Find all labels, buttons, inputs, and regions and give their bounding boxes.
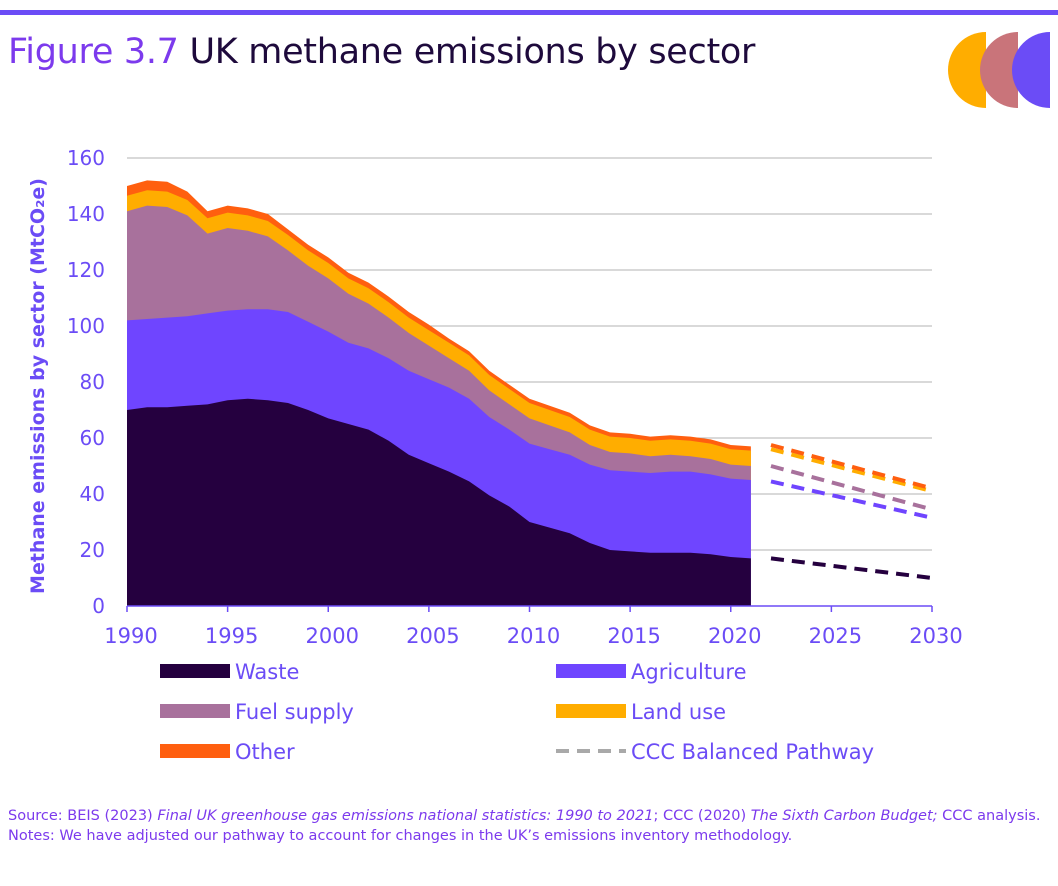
logo-half-circle-3 bbox=[1012, 32, 1050, 108]
y-tick-label-80: 80 bbox=[80, 370, 105, 394]
x-tick-label-2020: 2020 bbox=[708, 624, 761, 648]
source-prefix: Source: BEIS (2023) bbox=[8, 808, 158, 824]
legend-label-fuel_supply: Fuel supply bbox=[235, 700, 354, 724]
stacked-areas bbox=[127, 180, 751, 606]
notes-line: Notes: We have adjusted our pathway to a… bbox=[8, 828, 793, 844]
y-tick-label-100: 100 bbox=[67, 314, 105, 338]
x-tick-label-1995: 1995 bbox=[205, 624, 258, 648]
y-tick-label-120: 120 bbox=[67, 258, 105, 282]
logo-half-circle-1 bbox=[948, 32, 986, 108]
area-waste bbox=[127, 398, 751, 606]
legend-swatch-other bbox=[160, 744, 230, 758]
x-tick-label-2010: 2010 bbox=[507, 624, 560, 648]
y-tick-label-40: 40 bbox=[80, 482, 105, 506]
x-tick-label-2015: 2015 bbox=[607, 624, 660, 648]
source-suffix: CCC analysis. bbox=[937, 808, 1041, 824]
pathway-line-fuel_supply bbox=[770, 464, 933, 512]
legend-swatch-fuel_supply bbox=[160, 704, 230, 718]
legend-label-other: Other bbox=[235, 740, 295, 764]
ccc-pathway-lines bbox=[770, 443, 933, 580]
figure-title-text: UK methane emissions by sector bbox=[189, 32, 756, 72]
source-mid: ; CCC (2020) bbox=[653, 808, 751, 824]
legend-swatch-waste bbox=[160, 664, 230, 678]
source-ref-ccc: The Sixth Carbon Budget; bbox=[750, 808, 938, 824]
axes: 0 20 40 60 80 100 120 140 160 1990 1995 2000 2005 201… bbox=[67, 146, 963, 648]
x-tick-label-1990: 1990 bbox=[104, 624, 157, 648]
ccc-logo bbox=[948, 32, 1050, 108]
y-tick-label-60: 60 bbox=[80, 426, 105, 450]
y-tick-label-160: 160 bbox=[67, 146, 105, 170]
legend-swatch-land_use bbox=[556, 704, 626, 718]
source-line: Source: BEIS (2023) Final UK greenhouse … bbox=[8, 806, 1053, 826]
y-tick-label-140: 140 bbox=[67, 202, 105, 226]
logo-half-circle-2 bbox=[980, 32, 1018, 108]
pathway-line-land_use bbox=[770, 447, 933, 494]
legend-label-waste: Waste bbox=[235, 660, 299, 684]
legend-label-pathway: CCC Balanced Pathway bbox=[631, 740, 874, 764]
top-accent-bar bbox=[0, 10, 1058, 15]
y-tick-label-20: 20 bbox=[80, 538, 105, 562]
x-tick-label-2005: 2005 bbox=[406, 624, 459, 648]
figure-title: Figure 3.7 UK methane emissions by secto… bbox=[8, 32, 755, 72]
x-tick-label-2000: 2000 bbox=[306, 624, 359, 648]
legend-label-agriculture: Agriculture bbox=[631, 660, 747, 684]
figure-label: Figure 3.7 bbox=[8, 32, 179, 72]
legend-label-land_use: Land use bbox=[631, 700, 726, 724]
y-tick-label-0: 0 bbox=[92, 594, 105, 618]
legend: Waste Agriculture Fuel supply Land use Other… bbox=[160, 660, 874, 764]
methane-emissions-chart: 0 20 40 60 80 100 120 140 160 1990 1995 2000 2005 201… bbox=[27, 146, 963, 764]
legend-swatch-agriculture bbox=[556, 664, 626, 678]
x-tick-label-2025: 2025 bbox=[809, 624, 862, 648]
source-notes: Source: BEIS (2023) Final UK greenhouse … bbox=[8, 806, 1053, 846]
pathway-line-other bbox=[770, 443, 933, 491]
x-tick-label-2030: 2030 bbox=[909, 624, 962, 648]
y-axis-label: Methane emissions by sector (MtCO₂e) bbox=[27, 178, 49, 594]
source-ref-beis: Final UK greenhouse gas emissions nation… bbox=[157, 808, 654, 824]
pathway-line-waste bbox=[770, 556, 933, 580]
pathway-line-agriculture bbox=[770, 479, 933, 520]
